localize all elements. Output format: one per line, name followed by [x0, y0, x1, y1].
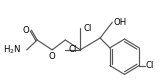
Text: Cl: Cl	[83, 24, 92, 33]
Text: OH: OH	[113, 18, 127, 27]
Text: O: O	[49, 52, 56, 61]
Text: O: O	[23, 26, 30, 35]
Text: Cl: Cl	[68, 45, 76, 54]
Text: Cl: Cl	[146, 61, 154, 70]
Text: H$_2$N: H$_2$N	[3, 44, 21, 56]
